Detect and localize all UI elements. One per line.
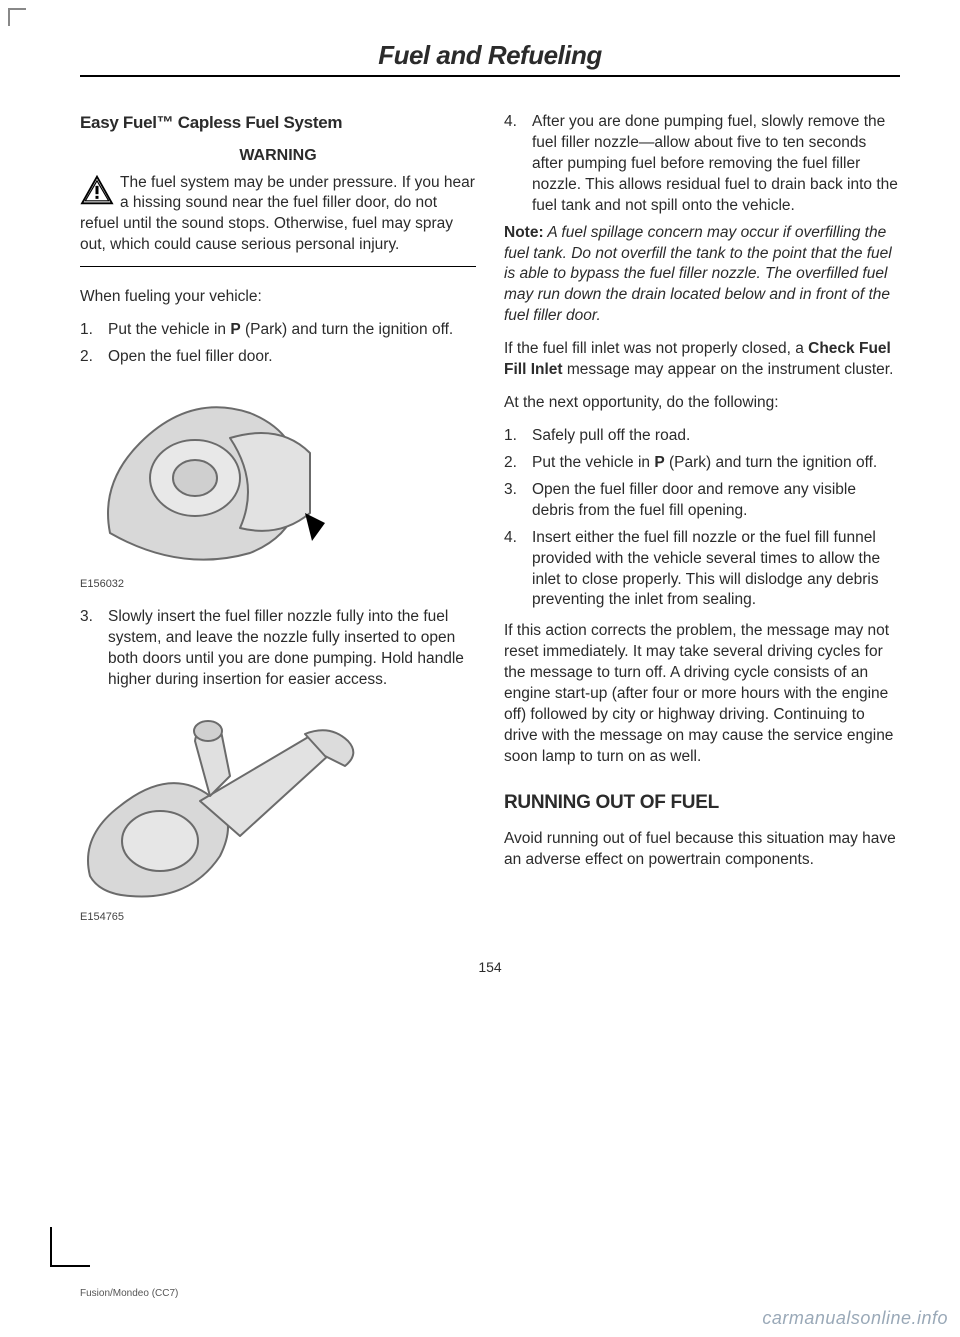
text-bold: P bbox=[654, 454, 664, 471]
figure-caption: E154765 bbox=[80, 910, 476, 925]
note-text: A fuel spillage concern may occur if ove… bbox=[504, 224, 892, 325]
footer-model: Fusion/Mondeo (CC7) bbox=[80, 1288, 178, 1299]
note-label: Note: bbox=[504, 224, 544, 241]
arrow-icon bbox=[305, 513, 325, 541]
figure-nozzle: E154765 bbox=[80, 706, 476, 925]
note-paragraph: Note: A fuel spillage concern may occur … bbox=[504, 223, 900, 328]
corner-mark-bl bbox=[50, 1227, 90, 1267]
list-body: Put the vehicle in P (Park) and turn the… bbox=[108, 320, 476, 341]
list-body: Put the vehicle in P (Park) and turn the… bbox=[532, 453, 900, 474]
list-item: 3. Slowly insert the fuel filler nozzle … bbox=[80, 607, 476, 691]
page-number: 154 bbox=[80, 959, 900, 975]
list-item: 2. Put the vehicle in P (Park) and turn … bbox=[504, 453, 900, 474]
text-span: (Park) and turn the ignition off. bbox=[241, 321, 454, 338]
list-body: Insert either the fuel fill nozzle or th… bbox=[532, 528, 900, 612]
list-number: 3. bbox=[504, 480, 532, 522]
list-number: 2. bbox=[80, 347, 108, 368]
list-number: 4. bbox=[504, 528, 532, 612]
list-number: 1. bbox=[504, 426, 532, 447]
content-columns: Easy Fuel™ Capless Fuel System WARNING T… bbox=[80, 112, 900, 939]
paragraph: At the next opportunity, do the followin… bbox=[504, 393, 900, 414]
paragraph: Avoid running out of fuel because this s… bbox=[504, 829, 900, 871]
list-number: 3. bbox=[80, 607, 108, 691]
figure-fuel-door: E156032 bbox=[80, 383, 476, 592]
list-number: 1. bbox=[80, 320, 108, 341]
intro-text: When fueling your vehicle: bbox=[80, 287, 476, 308]
section-heading: RUNNING OUT OF FUEL bbox=[504, 790, 900, 816]
list-item: 4. After you are done pumping fuel, slow… bbox=[504, 112, 900, 217]
list-number: 4. bbox=[504, 112, 532, 217]
list-item: 1. Safely pull off the road. bbox=[504, 426, 900, 447]
corner-mark-tl bbox=[8, 8, 26, 26]
warning-label: WARNING bbox=[80, 145, 476, 167]
left-column: Easy Fuel™ Capless Fuel System WARNING T… bbox=[80, 112, 476, 939]
list-item: 3. Open the fuel filler door and remove … bbox=[504, 480, 900, 522]
list-body: Slowly insert the fuel filler nozzle ful… bbox=[108, 607, 476, 691]
paragraph: If this action corrects the problem, the… bbox=[504, 621, 900, 767]
list-item: 4. Insert either the fuel fill nozzle or… bbox=[504, 528, 900, 612]
list-body: Open the fuel filler door. bbox=[108, 347, 476, 368]
text-span: message may appear on the instrument clu… bbox=[563, 361, 894, 378]
list-number: 2. bbox=[504, 453, 532, 474]
fuel-door-illustration bbox=[80, 383, 340, 573]
list-body: After you are done pumping fuel, slowly … bbox=[532, 112, 900, 217]
nozzle-illustration bbox=[80, 706, 370, 906]
watermark: carmanualsonline.info bbox=[762, 1308, 948, 1329]
text-span: Put the vehicle in bbox=[532, 454, 654, 471]
warning-text: The fuel system may be under pressure. I… bbox=[80, 174, 475, 254]
figure-caption: E156032 bbox=[80, 577, 476, 592]
text-span: Put the vehicle in bbox=[108, 321, 230, 338]
text-span: If the fuel fill inlet was not properly … bbox=[504, 340, 808, 357]
paragraph: If the fuel fill inlet was not properly … bbox=[504, 339, 900, 381]
header-divider bbox=[80, 75, 900, 77]
warning-triangle-icon bbox=[80, 175, 114, 205]
text-span: (Park) and turn the ignition off. bbox=[665, 454, 878, 471]
list-body: Open the fuel filler door and remove any… bbox=[532, 480, 900, 522]
list-item: 2. Open the fuel filler door. bbox=[80, 347, 476, 368]
list-body: Safely pull off the road. bbox=[532, 426, 900, 447]
warning-block: The fuel system may be under pressure. I… bbox=[80, 173, 476, 268]
text-bold: P bbox=[230, 321, 240, 338]
list-item: 1. Put the vehicle in P (Park) and turn … bbox=[80, 320, 476, 341]
section-subhead: Easy Fuel™ Capless Fuel System bbox=[80, 112, 476, 135]
page-title: Fuel and Refueling bbox=[80, 40, 900, 71]
right-column: 4. After you are done pumping fuel, slow… bbox=[504, 112, 900, 939]
